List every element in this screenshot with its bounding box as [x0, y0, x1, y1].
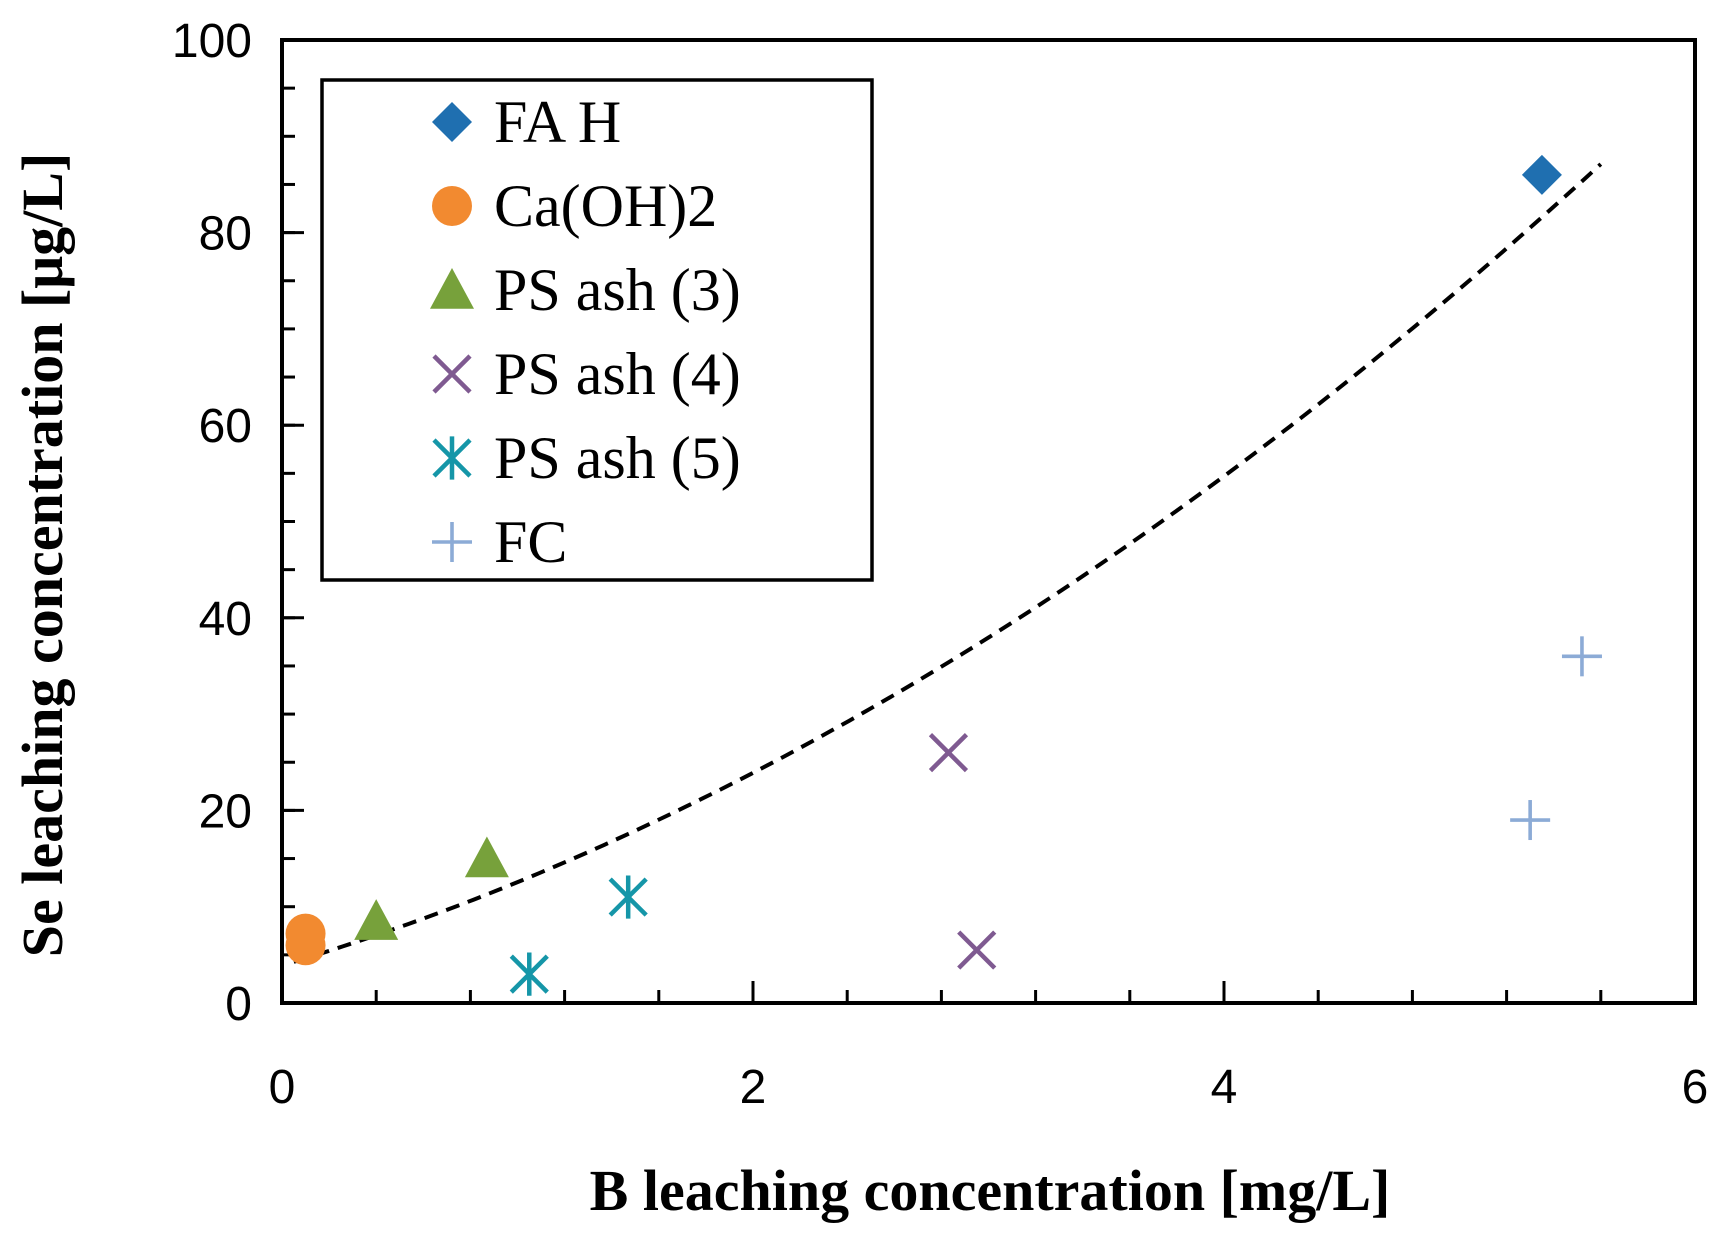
- x-tick-label: 0: [269, 1061, 296, 1114]
- data-point-ps-ash-3-triangle-marker: [464, 836, 509, 878]
- data-point-ps-ash-4-x-marker: [928, 733, 969, 773]
- x-tick-label: 4: [1211, 1061, 1238, 1114]
- data-point-ps-ash-3-triangle-marker: [354, 899, 399, 940]
- data-point-ca-oh-2-circle-marker: [285, 925, 326, 966]
- legend-ps-ash-3-triangle-icon: [430, 268, 474, 309]
- y-tick-label: 20: [199, 785, 252, 838]
- legend-fa-h-diamond-icon: [432, 102, 472, 142]
- y-tick-label: 40: [199, 593, 252, 646]
- y-tick-label: 60: [199, 400, 252, 453]
- x-tick-label: 6: [1682, 1061, 1709, 1114]
- y-tick-label: 80: [199, 208, 252, 261]
- y-tick-label: 0: [225, 978, 252, 1031]
- legend-label-fc: FC: [494, 509, 567, 575]
- legend: FA H Ca(OH)2 PS ash (3) PS ash (4) PS ash (5…: [320, 78, 874, 582]
- legend-fc-plus-icon: [432, 522, 472, 562]
- data-point-ps-ash-5-asterisk-marker: [608, 875, 648, 919]
- axis-labels: B leaching concentration [mg/L] Se leach…: [10, 153, 1390, 1223]
- x-axis-title: B leaching concentration [mg/L]: [590, 1158, 1391, 1223]
- trendline: [293, 162, 1603, 964]
- data-point-fc-plus-marker: [1561, 636, 1602, 677]
- marker-stroke: [432, 354, 472, 394]
- legend-label-ca-oh-2: Ca(OH)2: [494, 173, 717, 239]
- legend-label-ps-ash-4: PS ash (4): [494, 341, 741, 407]
- legend-ca-oh-2-circle-icon: [432, 186, 472, 226]
- marker-stroke: [957, 930, 997, 970]
- y-axis-title: Se leaching concentration [μg/L]: [10, 153, 75, 958]
- data-point-fa-h-diamond-marker: [1521, 154, 1562, 195]
- marker-stroke: [928, 733, 969, 773]
- legend-ps-ash-5-asterisk-icon: [432, 436, 472, 480]
- legend-label-fa-h: FA H: [494, 89, 621, 155]
- legend-label-ps-ash-3: PS ash (3): [494, 257, 741, 323]
- legend-box: [320, 78, 874, 582]
- y-tick-label: 100: [172, 15, 252, 68]
- legend-ps-ash-4-x-icon: [432, 354, 472, 394]
- trendline-layer: [293, 162, 1603, 964]
- data-point-ps-ash-4-x-marker: [957, 930, 997, 970]
- data-point-fc-plus-marker: [1510, 800, 1551, 841]
- x-tick-label: 2: [740, 1061, 767, 1114]
- legend-label-ps-ash-5: PS ash (5): [494, 425, 741, 491]
- data-points-layer: [285, 154, 1602, 996]
- data-point-ps-ash-5-asterisk-marker: [509, 952, 549, 996]
